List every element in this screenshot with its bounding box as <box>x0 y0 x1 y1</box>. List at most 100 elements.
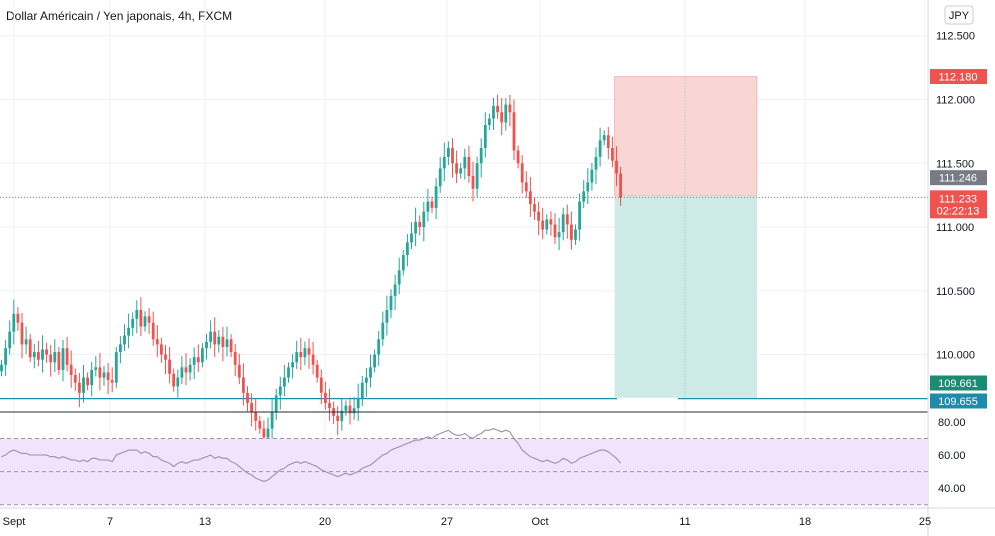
candle-body <box>123 335 126 345</box>
candle-body <box>553 224 557 238</box>
candle <box>619 166 622 206</box>
candle <box>78 372 81 408</box>
candle-body <box>492 105 495 119</box>
currency-button[interactable] <box>944 5 974 25</box>
candle <box>582 180 586 209</box>
candle <box>377 331 381 366</box>
time-tick-label: 27 <box>441 516 453 528</box>
candle <box>410 222 413 249</box>
candle-body <box>565 214 569 225</box>
candle <box>4 340 7 377</box>
candle <box>270 397 274 442</box>
candle-body <box>414 221 417 234</box>
candle-body <box>201 348 204 363</box>
candle <box>201 343 204 368</box>
stop-loss-zone[interactable] <box>614 76 758 196</box>
rsi-axis[interactable]: 80.00 60.00 40.00 <box>938 417 966 495</box>
candle-body <box>78 382 81 393</box>
candle <box>406 234 409 267</box>
candle <box>237 353 241 385</box>
candle <box>229 334 233 358</box>
candle <box>69 350 73 388</box>
candle-body <box>180 367 184 378</box>
candle-body <box>143 316 147 327</box>
time-tick-label: Oct <box>531 516 548 528</box>
candle-body <box>422 211 426 228</box>
candle-body <box>459 168 463 174</box>
candle-body <box>516 150 520 164</box>
target-price-badge <box>930 375 987 391</box>
candle <box>168 346 171 384</box>
entry-price-badge-label: 111.246 <box>939 173 977 185</box>
candle-body <box>299 352 303 358</box>
candle <box>196 344 200 372</box>
candle-body <box>57 352 61 370</box>
candle <box>393 274 397 311</box>
candle-body <box>311 354 315 365</box>
candle-body <box>324 392 327 404</box>
candle <box>475 156 479 197</box>
candle <box>49 344 53 377</box>
candle-body <box>479 147 483 164</box>
candle <box>287 362 290 383</box>
candle-body <box>160 344 163 355</box>
candle-body <box>377 339 381 355</box>
candle <box>221 327 225 362</box>
candle <box>37 340 40 367</box>
candle-body <box>598 140 602 157</box>
candle-body <box>537 211 540 221</box>
price-tick-label: 112.000 <box>936 94 975 106</box>
candle <box>455 150 458 184</box>
candle-body <box>98 367 102 378</box>
time-tick-label: 25 <box>919 516 931 528</box>
candle <box>373 349 376 373</box>
candle-body <box>619 173 622 198</box>
price-axis[interactable]: 112.500 112.000 111.500 111.000 110.500 110.0… <box>936 31 975 362</box>
candle-body <box>512 112 516 151</box>
candle <box>209 320 212 349</box>
candle-body <box>278 386 282 396</box>
candle <box>135 300 139 334</box>
candle <box>381 311 385 346</box>
candle-body <box>401 255 405 271</box>
candle <box>447 141 450 166</box>
candle <box>295 340 299 369</box>
candle-body <box>590 169 594 183</box>
candle <box>332 401 335 424</box>
candle <box>578 193 581 241</box>
candle <box>541 207 545 240</box>
candle <box>98 353 102 391</box>
candle-body <box>45 349 48 355</box>
candle <box>344 400 348 416</box>
time-tick-label: 20 <box>319 516 331 528</box>
candle-body <box>250 403 253 412</box>
candle-body <box>496 105 499 113</box>
candle <box>340 397 344 431</box>
candle-body <box>488 118 491 126</box>
candle-body <box>570 224 573 240</box>
candle-body <box>283 377 286 387</box>
candle-body <box>102 372 106 378</box>
candle-body <box>32 352 36 358</box>
time-axis[interactable]: Sept 7 13 20 27 Oct 11 18 25 <box>3 516 931 528</box>
candle-body <box>574 229 577 240</box>
take-profit-zone[interactable] <box>614 195 757 398</box>
candle <box>32 343 36 369</box>
candle-body <box>28 339 32 358</box>
candle <box>127 313 130 349</box>
candle-body <box>369 367 372 378</box>
candle-body <box>69 364 73 376</box>
candle <box>119 336 122 364</box>
candle-body <box>229 339 233 353</box>
candle-body <box>365 377 368 383</box>
candle <box>397 257 401 295</box>
candle <box>500 97 504 136</box>
candle <box>291 354 294 379</box>
candle <box>192 347 196 380</box>
candle-body <box>110 380 114 383</box>
candle <box>369 354 372 388</box>
candle-body <box>90 369 94 386</box>
candle-body <box>266 428 270 438</box>
candle <box>463 148 467 180</box>
